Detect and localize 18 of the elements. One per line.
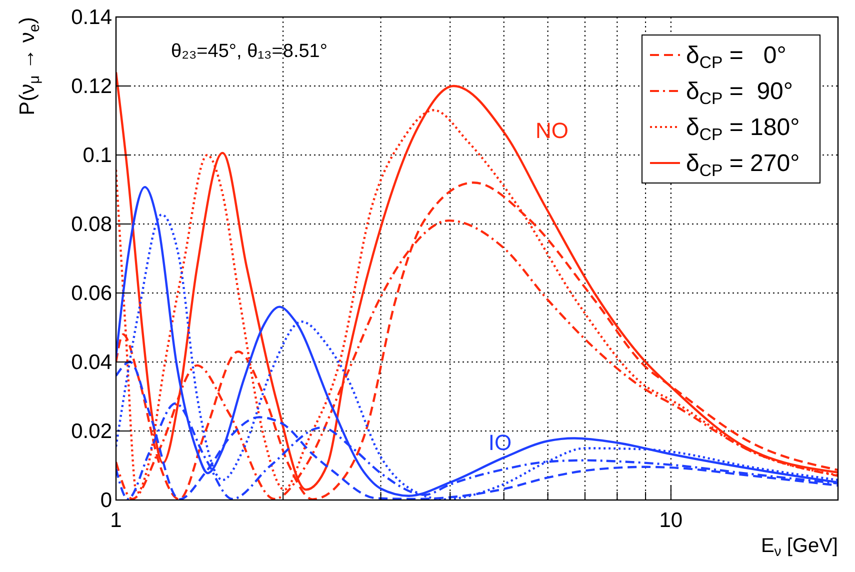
y-tick-label: 0.1 <box>82 144 112 167</box>
y-tick-label: 0.08 <box>71 213 112 236</box>
x-axis-title: E$_{ν}$ [GeV] <box>760 535 838 560</box>
annotation: θ₂₃=45°, θ₁₃=8.51° <box>171 41 328 62</box>
y-tick-label: 0.02 <box>71 420 112 443</box>
legend-label: δ$_{CP}$ = 180° <box>686 114 800 144</box>
y-tick-label: 0.12 <box>71 75 112 98</box>
legend-label: δ$_{CP}$ = 90° <box>686 78 793 108</box>
annotation: IO <box>488 430 512 455</box>
y-tick-label: 0.06 <box>71 282 112 305</box>
y-tick-label: 0.04 <box>71 351 112 374</box>
legend-label: δ$_{CP}$ = 0° <box>686 42 786 72</box>
x-tick-label: 10 <box>659 509 683 532</box>
y-tick-label: 0.14 <box>71 6 112 29</box>
y-tick-label: 0 <box>100 489 112 512</box>
legend-label: δ$_{CP}$ = 270° <box>686 150 800 180</box>
annotation: NO <box>536 118 568 143</box>
x-tick-label: 1 <box>110 509 122 532</box>
